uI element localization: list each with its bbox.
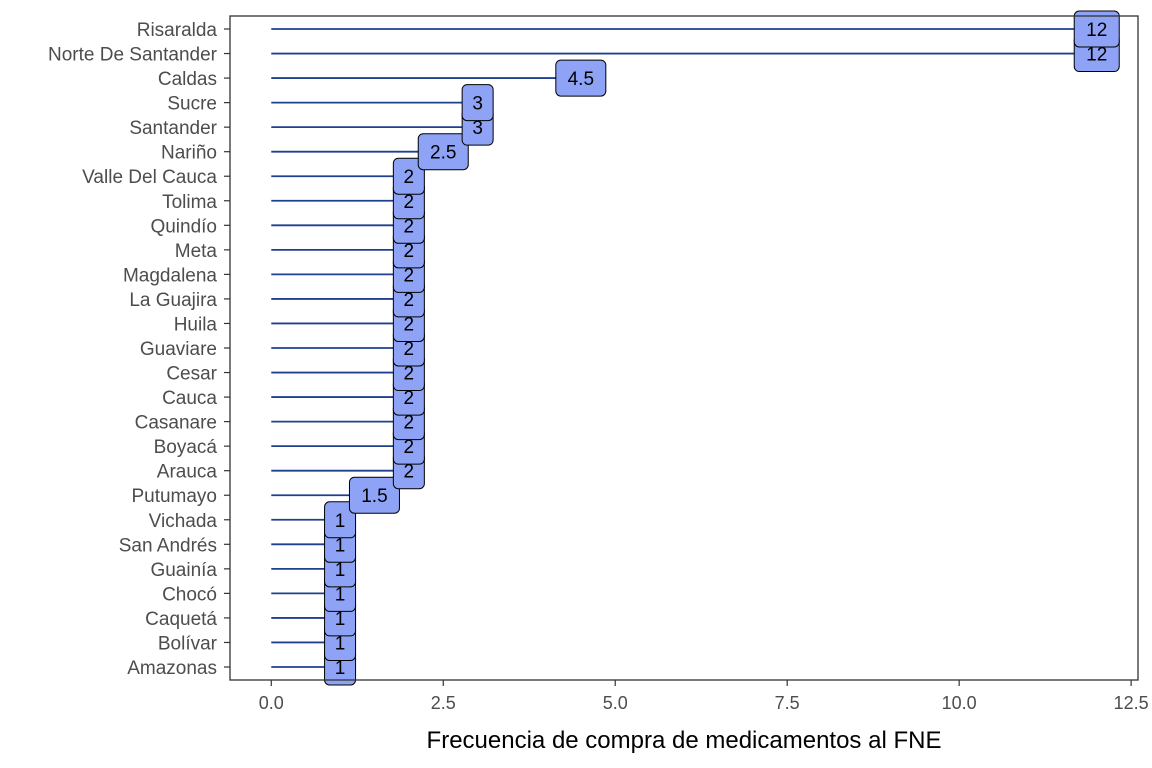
data-label-text: 2 bbox=[404, 241, 415, 262]
y-tick-label: Cauca bbox=[162, 388, 217, 409]
data-label-text: 1 bbox=[335, 511, 346, 532]
data-label-box bbox=[555, 59, 607, 97]
data-label-text: 4.5 bbox=[568, 69, 594, 90]
data-label-text: 1 bbox=[335, 633, 346, 654]
y-tick-label: Chocó bbox=[162, 584, 217, 605]
x-tick-label: 0.0 bbox=[259, 693, 284, 713]
data-label-box bbox=[1073, 10, 1120, 48]
data-label-nariño: 2.5 bbox=[417, 133, 469, 171]
y-tick-label: Valle Del Cauca bbox=[82, 167, 217, 188]
data-label-text: 3 bbox=[472, 94, 483, 115]
x-tick-label: 7.5 bbox=[775, 693, 800, 713]
data-label-box bbox=[348, 476, 400, 514]
data-label-text: 1.5 bbox=[361, 486, 387, 507]
data-label-text: 2 bbox=[404, 413, 415, 434]
y-tick-label: Huila bbox=[174, 314, 218, 335]
x-axis: 0.0 2.5 5.0 7.5 10.0 12.5 bbox=[259, 680, 1149, 713]
data-label-text: 1 bbox=[335, 658, 346, 679]
y-tick-label: Amazonas bbox=[127, 658, 217, 679]
y-tick-label: Meta bbox=[175, 241, 218, 262]
y-tick-label: Sucre bbox=[167, 94, 217, 115]
data-label-text: 1 bbox=[335, 560, 346, 581]
data-label-vichada: 1 bbox=[324, 501, 357, 539]
y-tick-label: San Andrés bbox=[119, 535, 217, 556]
y-tick-label: Bolívar bbox=[158, 633, 218, 654]
y-tick-label: Quindío bbox=[150, 216, 217, 237]
data-label-text: 1 bbox=[335, 584, 346, 605]
y-tick-label: Risaralda bbox=[137, 20, 218, 41]
y-tick-label: Putumayo bbox=[131, 486, 217, 507]
data-label-caldas: 4.5 bbox=[555, 59, 607, 97]
data-label-sucre: 3 bbox=[461, 84, 494, 122]
y-tick-label: Arauca bbox=[157, 462, 218, 483]
x-tick-label: 12.5 bbox=[1114, 693, 1149, 713]
data-label-text: 2 bbox=[404, 462, 415, 483]
data-label-text: 2 bbox=[404, 314, 415, 335]
data-label-text: 2 bbox=[404, 265, 415, 286]
data-label-text: 1 bbox=[335, 609, 346, 630]
y-axis: Risaralda Norte De Santander Caldas Sucre Sa… bbox=[48, 20, 230, 679]
y-tick-label: Nariño bbox=[161, 143, 217, 164]
x-tick-label: 2.5 bbox=[431, 693, 456, 713]
y-tick-label: Norte De Santander bbox=[48, 45, 218, 66]
data-label-text: 2.5 bbox=[430, 143, 456, 164]
data-label-text: 2 bbox=[404, 216, 415, 237]
data-label-text: 3 bbox=[472, 118, 483, 139]
y-tick-label: Cesar bbox=[166, 364, 217, 385]
y-tick-label: La Guajira bbox=[129, 290, 217, 311]
data-label-text: 2 bbox=[404, 167, 415, 188]
data-label-text: 2 bbox=[404, 437, 415, 458]
data-label-box bbox=[392, 157, 425, 195]
y-tick-label: Caquetá bbox=[145, 609, 217, 630]
x-tick-label: 5.0 bbox=[603, 693, 628, 713]
x-axis-title: Frecuencia de compra de medicamentos al … bbox=[427, 727, 942, 754]
y-tick-label: Magdalena bbox=[123, 265, 217, 286]
data-label-risaralda: 12 bbox=[1073, 10, 1120, 48]
data-label-valle-del-cauca: 2 bbox=[392, 157, 425, 195]
data-label-text: 1 bbox=[335, 535, 346, 556]
y-tick-label: Boyacá bbox=[154, 437, 218, 458]
y-tick-label: Guainía bbox=[150, 560, 217, 581]
panel-border bbox=[229, 15, 1139, 681]
data-label-text: 12 bbox=[1086, 45, 1107, 66]
y-tick-label: Santander bbox=[129, 118, 217, 139]
y-tick-label: Casanare bbox=[135, 413, 217, 434]
data-label-text: 2 bbox=[404, 364, 415, 385]
data-label-box bbox=[417, 133, 469, 171]
y-tick-label: Tolima bbox=[162, 192, 217, 213]
data-label-box bbox=[324, 501, 357, 539]
data-label-putumayo: 1.5 bbox=[348, 476, 400, 514]
data-label-text: 2 bbox=[404, 388, 415, 409]
data-label-box bbox=[461, 84, 494, 122]
data-label-text: 12 bbox=[1086, 20, 1107, 41]
y-tick-label: Vichada bbox=[149, 511, 218, 532]
data-labels-layer: 1 1 1 1 1 1 1 1.5 2 2 2 2 2 2 2 2 2 2 2 2 2 2.5 3 3 4.5 12 12 bbox=[324, 10, 1120, 686]
y-tick-label: Caldas bbox=[158, 69, 217, 90]
data-label-text: 2 bbox=[404, 192, 415, 213]
y-tick-label: Guaviare bbox=[140, 339, 217, 360]
data-label-text: 2 bbox=[404, 339, 415, 360]
data-label-text: 2 bbox=[404, 290, 415, 311]
x-tick-label: 10.0 bbox=[942, 693, 977, 713]
